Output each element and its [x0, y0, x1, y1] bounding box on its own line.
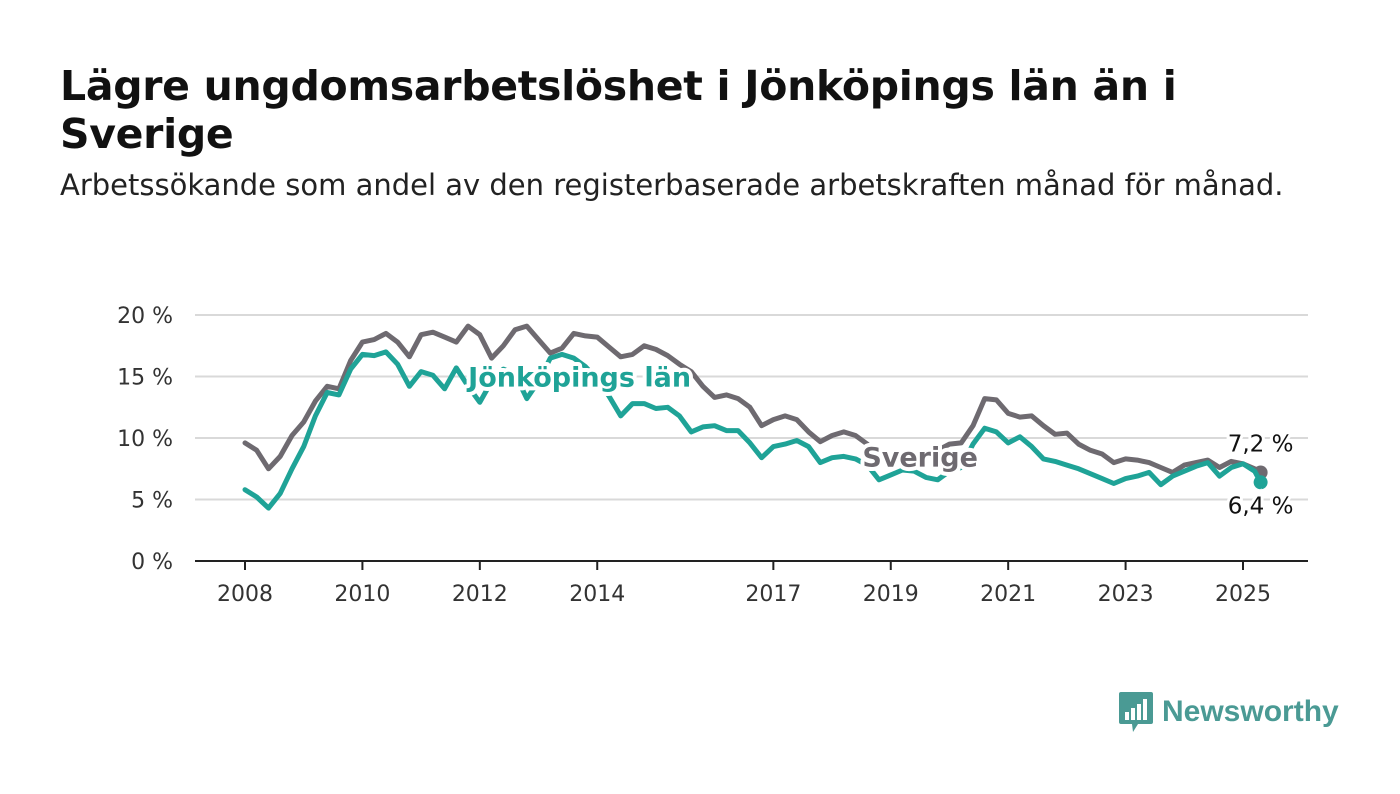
y-tick-label: 15 %: [117, 366, 173, 391]
end-value-label: 6,4 %: [1228, 493, 1294, 519]
bar-chart-speech-bubble-icon: [1119, 692, 1153, 732]
x-tick-label: 2008: [217, 582, 273, 607]
x-axis-ticks: 2008 2010 2012 2014 2017 2019 2021 2023 2025: [217, 561, 1271, 607]
y-axis-ticks: 0 % 5 % 10 % 15 % 20 %: [117, 304, 173, 575]
x-tick-label: 2017: [745, 582, 801, 607]
grid-lines: [195, 314, 1308, 501]
newsworthy-logo: Newsworthy: [1118, 690, 1339, 734]
y-tick-label: 0 %: [131, 550, 173, 575]
x-tick-label: 2014: [569, 582, 625, 607]
series-label: Jönköpings län: [466, 363, 691, 394]
chart-subtitle: Arbetssökande som andel av den registerb…: [60, 168, 1284, 202]
brand-name: Newsworthy: [1162, 695, 1339, 728]
series-labels: Jönköpings län Sverige: [462, 359, 982, 478]
end-value-label: 7,2 %: [1228, 431, 1294, 457]
series-line-sverige: [242, 323, 1264, 475]
y-tick-label: 10 %: [117, 427, 173, 452]
end-value-labels: 7,2 % 6,4 %: [1225, 428, 1297, 522]
series-lines: [242, 323, 1268, 511]
series-line-j-nk-pings-l-n: [242, 349, 1264, 511]
x-tick-label: 2012: [452, 582, 508, 607]
series-label: Sverige: [862, 442, 978, 473]
y-tick-label: 20 %: [117, 304, 173, 329]
x-tick-label: 2010: [334, 582, 390, 607]
series-end-point: [1253, 475, 1268, 490]
y-tick-label: 5 %: [131, 489, 173, 514]
x-tick-label: 2019: [863, 582, 919, 607]
x-tick-label: 2023: [1098, 582, 1154, 607]
chart-title: Lägre ungdomsarbetslöshet i Jönköpings l…: [60, 62, 1177, 158]
x-tick-label: 2021: [980, 582, 1036, 607]
x-tick-label: 2025: [1215, 582, 1271, 607]
